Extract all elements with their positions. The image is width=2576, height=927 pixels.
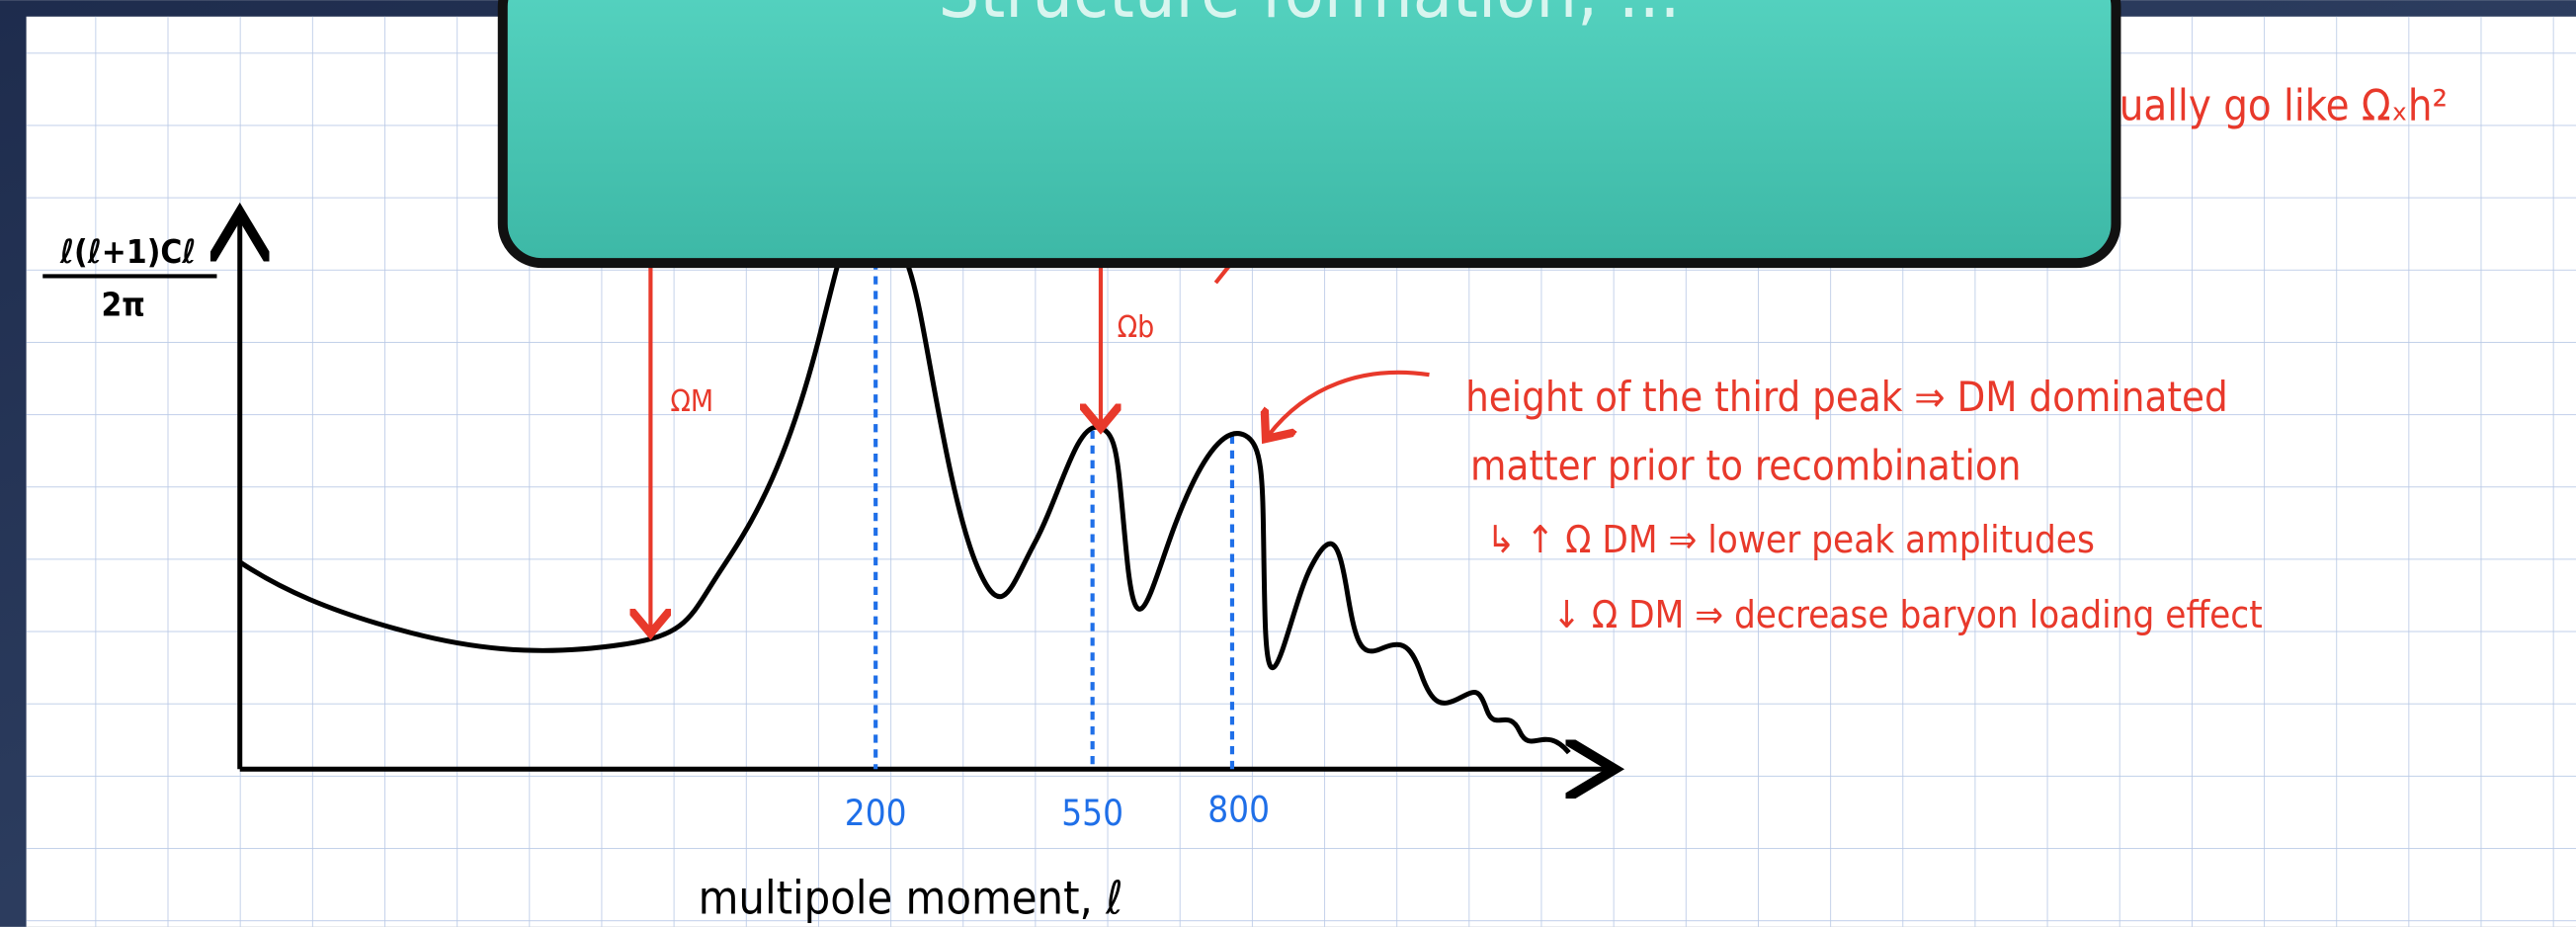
banner-box xyxy=(497,0,2121,269)
banner-title: Structure formation, ... xyxy=(939,0,1681,35)
note-top: ually go like Ωₓh² xyxy=(2119,82,2448,131)
note-line: matter prior to recombination xyxy=(1470,442,2021,490)
sketch: ΩM Ωb 200 550 800 ℓ(ℓ+1)Cℓ 2π multipole … xyxy=(42,217,1610,925)
arrow-fragment xyxy=(1213,265,1231,285)
tick-label: 550 xyxy=(1061,792,1123,834)
peak-label: ΩM xyxy=(670,384,713,419)
note-line: ↳ ↑ Ω DM ⇒ lower peak amplitudes xyxy=(1487,519,2095,562)
y-label-numerator: ℓ(ℓ+1)Cℓ xyxy=(59,232,197,271)
peak-label: Ωb xyxy=(1118,310,1155,345)
peak-guides xyxy=(873,246,1235,770)
tick-label: 200 xyxy=(845,792,907,834)
banner: Structure formation, ... xyxy=(497,0,2121,269)
power-spectrum-curve xyxy=(238,223,1571,755)
x-label: multipole moment, ℓ xyxy=(699,872,1123,925)
tick-label: 800 xyxy=(1207,788,1270,830)
y-label-denominator: 2π xyxy=(101,285,145,323)
third-peak-arrow xyxy=(1269,370,1430,436)
note-line: ↓ Ω DM ⇒ decrease baryon loading effect xyxy=(1552,594,2263,637)
note-line: height of the third peak ⇒ DM dominated xyxy=(1465,373,2228,421)
